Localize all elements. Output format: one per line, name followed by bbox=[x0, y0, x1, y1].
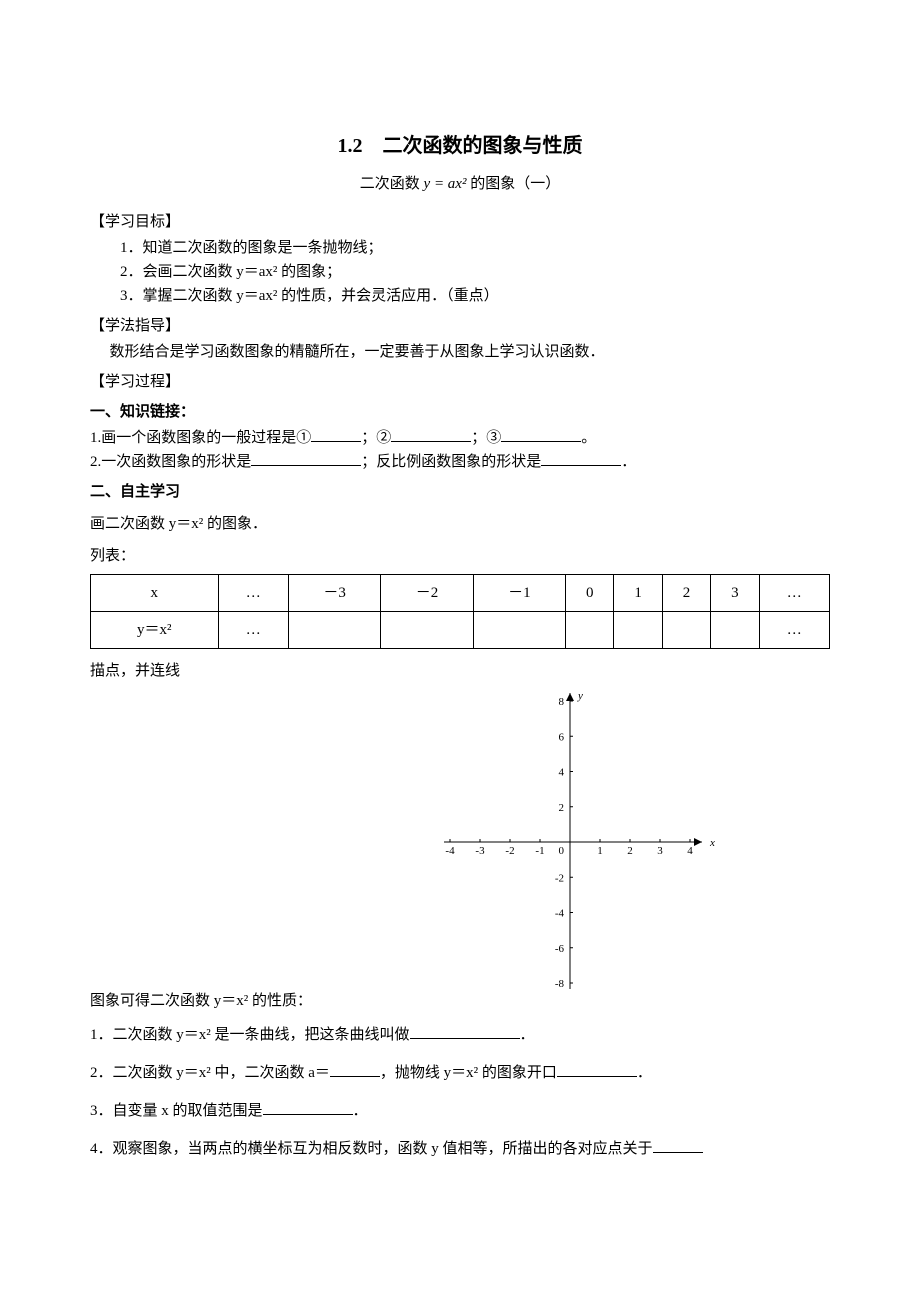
table-row: y＝x² … … bbox=[91, 612, 830, 649]
q1-end: 。 bbox=[581, 430, 596, 446]
svg-text:4: 4 bbox=[687, 845, 693, 857]
table-cell: 2 bbox=[662, 575, 710, 612]
p2-end: ． bbox=[637, 1065, 652, 1081]
svg-text:x: x bbox=[709, 837, 715, 849]
svg-text:6: 6 bbox=[559, 731, 565, 743]
table-cell: 1 bbox=[614, 575, 662, 612]
table-cell: x bbox=[91, 575, 219, 612]
draw-label: 画二次函数 y＝x² 的图象． bbox=[90, 512, 830, 536]
blank-p2-2[interactable] bbox=[557, 1061, 637, 1077]
blank-q2-2[interactable] bbox=[541, 450, 621, 466]
q1-c2: ；② bbox=[361, 430, 391, 446]
blank-p4[interactable] bbox=[653, 1137, 703, 1153]
q2-end: ． bbox=[621, 454, 636, 470]
svg-text:8: 8 bbox=[559, 696, 565, 708]
svg-text:3: 3 bbox=[657, 845, 663, 857]
method-heading: 【学法指导】 bbox=[90, 314, 830, 338]
table-row: x … －3 －2 －1 0 1 2 3 … bbox=[91, 575, 830, 612]
svg-text:4: 4 bbox=[559, 767, 565, 779]
table-cell[interactable] bbox=[662, 612, 710, 649]
page-subtitle: 二次函数 y = ax² 的图象（一） bbox=[90, 172, 830, 196]
table-cell[interactable] bbox=[711, 612, 759, 649]
table-cell: －1 bbox=[473, 575, 565, 612]
subtitle-post: 的图象（一） bbox=[470, 176, 560, 192]
blank-p1[interactable] bbox=[410, 1023, 520, 1039]
p2-pre: 2．二次函数 y＝x² 中，二次函数 a＝ bbox=[90, 1065, 330, 1081]
property-1: 1．二次函数 y＝x² 是一条曲线，把这条曲线叫做 ． bbox=[90, 1023, 830, 1047]
table-cell: … bbox=[759, 612, 829, 649]
table-cell: －2 bbox=[381, 575, 473, 612]
coordinate-graph: -4 -3 -2 -1 1 2 3 4 -8 -6 -4 -2 2 4 6 8 0 x y bbox=[430, 687, 720, 997]
property-3: 3．自变量 x 的取值范围是 ． bbox=[90, 1099, 830, 1123]
svg-text:1: 1 bbox=[597, 845, 603, 857]
svg-text:-2: -2 bbox=[555, 872, 564, 884]
blank-q1-3[interactable] bbox=[501, 426, 581, 442]
p1-pre: 1．二次函数 y＝x² 是一条曲线，把这条曲线叫做 bbox=[90, 1027, 410, 1043]
question-2: 2.一次函数图象的形状是 ；反比例函数图象的形状是 ． bbox=[90, 450, 830, 474]
svg-text:-4: -4 bbox=[555, 908, 565, 920]
p3-pre: 3．自变量 x 的取值范围是 bbox=[90, 1103, 263, 1119]
q1-c3: ；③ bbox=[471, 430, 501, 446]
p1-end: ． bbox=[520, 1027, 535, 1043]
subtitle-pre: 二次函数 bbox=[360, 176, 424, 192]
list-label: 列表： bbox=[90, 544, 830, 568]
table-cell[interactable] bbox=[381, 612, 473, 649]
table-cell[interactable] bbox=[614, 612, 662, 649]
table-cell[interactable] bbox=[473, 612, 565, 649]
p3-end: ． bbox=[353, 1103, 368, 1119]
table-cell: －3 bbox=[288, 575, 380, 612]
svg-text:y: y bbox=[577, 690, 583, 702]
props-intro: 图象可得二次函数 y＝x² 的性质： bbox=[90, 989, 430, 1013]
table-cell: … bbox=[218, 575, 288, 612]
q1-pre: 1.画一个函数图象的一般过程是① bbox=[90, 430, 311, 446]
sec1-heading: 一、知识链接： bbox=[90, 400, 830, 424]
svg-text:-8: -8 bbox=[555, 978, 565, 990]
blank-p2-1[interactable] bbox=[330, 1061, 380, 1077]
table-cell[interactable] bbox=[566, 612, 614, 649]
goals-heading: 【学习目标】 bbox=[90, 210, 830, 234]
goal-2: 2．会画二次函数 y＝ax² 的图象； bbox=[90, 260, 830, 284]
svg-text:2: 2 bbox=[627, 845, 633, 857]
blank-q1-2[interactable] bbox=[391, 426, 471, 442]
svg-text:-3: -3 bbox=[475, 845, 485, 857]
q2-mid: ；反比例函数图象的形状是 bbox=[361, 454, 541, 470]
sec2-heading: 二、自主学习 bbox=[90, 480, 830, 504]
goal-1: 1．知道二次函数的图象是一条抛物线； bbox=[90, 236, 830, 260]
property-4: 4．观察图象，当两点的横坐标互为相反数时，函数 y 值相等，所描出的各对应点关于 bbox=[90, 1137, 830, 1161]
svg-text:-6: -6 bbox=[555, 943, 565, 955]
page-title: 1.2 二次函数的图象与性质 bbox=[90, 130, 830, 162]
table-cell: y＝x² bbox=[91, 612, 219, 649]
question-1: 1.画一个函数图象的一般过程是① ；② ；③ 。 bbox=[90, 426, 830, 450]
blank-q1-1[interactable] bbox=[311, 426, 361, 442]
p2-mid: ，抛物线 y＝x² 的图象开口 bbox=[380, 1065, 557, 1081]
svg-text:-4: -4 bbox=[445, 845, 455, 857]
method-body: 数形结合是学习函数图象的精髓所在，一定要善于从图象上学习认识函数． bbox=[90, 340, 830, 364]
blank-q2-1[interactable] bbox=[251, 450, 361, 466]
blank-p3[interactable] bbox=[263, 1099, 353, 1115]
svg-text:-2: -2 bbox=[505, 845, 514, 857]
table-cell[interactable] bbox=[288, 612, 380, 649]
property-2: 2．二次函数 y＝x² 中，二次函数 a＝ ，抛物线 y＝x² 的图象开口 ． bbox=[90, 1061, 830, 1085]
q2-pre: 2.一次函数图象的形状是 bbox=[90, 454, 251, 470]
table-cell: 0 bbox=[566, 575, 614, 612]
table-cell: … bbox=[759, 575, 829, 612]
process-heading: 【学习过程】 bbox=[90, 370, 830, 394]
p4-pre: 4．观察图象，当两点的横坐标互为相反数时，函数 y 值相等，所描出的各对应点关于 bbox=[90, 1141, 653, 1157]
svg-text:2: 2 bbox=[559, 802, 565, 814]
plot-label: 描点，并连线 bbox=[90, 659, 830, 683]
table-cell: … bbox=[218, 612, 288, 649]
svg-text:0: 0 bbox=[559, 845, 565, 857]
data-table: x … －3 －2 －1 0 1 2 3 … y＝x² … … bbox=[90, 574, 830, 649]
table-cell: 3 bbox=[711, 575, 759, 612]
svg-text:-1: -1 bbox=[535, 845, 544, 857]
goal-3: 3．掌握二次函数 y＝ax² 的性质，并会灵活应用．（重点） bbox=[90, 284, 830, 308]
subtitle-fn: y = ax² bbox=[424, 176, 471, 192]
